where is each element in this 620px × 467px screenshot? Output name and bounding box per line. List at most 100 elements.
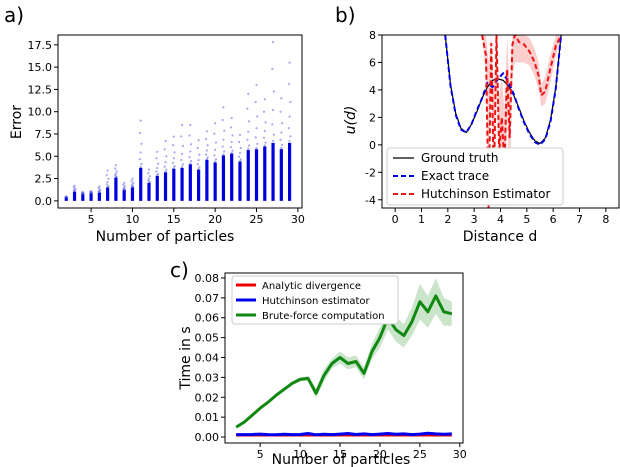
error-outlier-point xyxy=(81,193,84,196)
error-outlier-point xyxy=(271,139,275,142)
error-outlier-point xyxy=(132,181,135,185)
error-outlier-point xyxy=(196,163,199,166)
x-tick-label: 4 xyxy=(497,213,504,226)
panel-b-axes: 0 1 2 3 4 5 6 7 8 -4 -2 0 2 4 6 8 xyxy=(365,29,620,226)
error-outlier-point xyxy=(288,140,291,143)
y-tick-label: 15.0 xyxy=(28,61,53,74)
legend-brute-force-label: Brute-force computation xyxy=(262,311,385,322)
error-outlier-point xyxy=(263,98,266,101)
error-outlier-point xyxy=(73,190,76,193)
panel-b: b) 0 1 2 3 4 5 6 7 8 -4 -2 0 2 4 6 8 Ground truth Exact… xyxy=(335,3,620,245)
error-outlier-point xyxy=(279,110,282,113)
panel-b-legend-box xyxy=(386,147,564,206)
error-outlier-point xyxy=(280,131,283,134)
error-outlier-point xyxy=(289,135,292,138)
y-tick-label: -4 xyxy=(365,194,376,207)
error-outlier-point xyxy=(99,191,102,194)
error-outlier-point xyxy=(122,187,125,190)
error-outlier-point xyxy=(89,190,92,193)
error-outlier-point xyxy=(197,139,200,142)
error-outlier-point xyxy=(263,129,266,133)
x-tick-label: 3 xyxy=(471,213,478,226)
error-outlier-point xyxy=(140,162,143,166)
x-tick-label: 20 xyxy=(373,448,387,461)
error-outlier-point xyxy=(180,158,183,162)
error-outlier-point xyxy=(81,192,84,195)
error-outlier-point xyxy=(81,190,84,194)
error-outlier-point xyxy=(272,90,275,93)
error-outlier-point xyxy=(155,157,158,160)
y-tick-label: 5.0 xyxy=(35,150,53,163)
error-outlier-point xyxy=(65,197,68,200)
error-outlier-point xyxy=(156,162,160,165)
error-outlier-point xyxy=(264,121,267,124)
error-outlier-point xyxy=(64,195,67,198)
error-outlier-point xyxy=(181,163,184,166)
x-tick-label: 1 xyxy=(418,213,425,226)
error-outlier-point xyxy=(156,166,159,170)
y-tick-label: 0.02 xyxy=(195,391,220,404)
error-outlier-point xyxy=(188,134,191,137)
error-outlier-point xyxy=(289,100,292,104)
error-outlier-point xyxy=(138,158,142,161)
error-outlier-point xyxy=(271,123,274,126)
y-tick-label: 0.08 xyxy=(195,272,220,285)
error-outlier-point xyxy=(198,153,201,156)
error-outlier-point xyxy=(213,132,216,135)
error-outlier-point xyxy=(189,123,192,127)
error-outlier-point xyxy=(82,193,85,196)
error-outlier-point xyxy=(247,92,250,95)
panel-b-xlabel: Distance d xyxy=(463,229,538,245)
error-outlier-point xyxy=(164,170,167,173)
y-tick-label: 7.5 xyxy=(35,128,53,141)
panel-c-axes: 5 10 15 20 25 30 0.00 0.01 0.02 0.03 0.04 0.05 0.06 0… xyxy=(195,272,467,461)
x-tick-label: 10 xyxy=(293,448,307,461)
error-outlier-point xyxy=(221,118,224,122)
y-tick-label: 10.0 xyxy=(28,106,53,119)
error-outlier-point xyxy=(263,144,266,147)
hutchinson-estimator-line xyxy=(236,431,452,437)
error-outlier-point xyxy=(105,173,108,177)
y-tick-label: 8 xyxy=(369,29,376,42)
y-tick-label: 6 xyxy=(369,56,376,69)
error-outlier-point xyxy=(280,97,283,100)
error-outlier-point xyxy=(246,107,249,110)
error-outlier-point xyxy=(156,172,160,176)
x-tick-label: 30 xyxy=(453,448,467,461)
panel-c-xlabel: Number of particles xyxy=(272,452,411,467)
error-outlier-point xyxy=(173,151,176,154)
error-outlier-point xyxy=(172,167,175,170)
x-tick-label: 8 xyxy=(602,213,609,226)
error-outlier-point xyxy=(72,189,75,192)
error-outlier-point xyxy=(65,195,68,198)
x-tick-label: 25 xyxy=(250,213,264,226)
error-outlier-point xyxy=(164,161,167,164)
panel-c-label: c) xyxy=(170,258,189,282)
error-outlier-point xyxy=(189,150,192,153)
error-outlier-point xyxy=(80,193,84,196)
error-outlier-point xyxy=(171,144,175,147)
error-outlier-point xyxy=(288,115,291,118)
plot-frame xyxy=(57,34,303,209)
error-outlier-point xyxy=(130,184,133,187)
y-tick-label: 2 xyxy=(369,111,376,124)
error-outlier-point xyxy=(198,166,201,169)
error-outlier-point xyxy=(238,140,241,144)
error-outlier-point xyxy=(105,183,108,186)
error-outlier-point xyxy=(73,184,76,187)
y-tick-label: 17.5 xyxy=(28,39,53,52)
panel-b-label: b) xyxy=(335,3,356,27)
exact-trace-line xyxy=(444,35,563,147)
y-tick-label: -2 xyxy=(365,166,376,179)
error-outlier-point xyxy=(206,156,209,159)
error-outlier-point xyxy=(238,151,242,154)
error-outlier-point xyxy=(190,160,193,163)
y-tick-label: 0.06 xyxy=(195,312,220,325)
error-outlier-point xyxy=(72,186,75,189)
panel-c-legend-box xyxy=(231,275,399,325)
error-outlier-point xyxy=(180,135,183,138)
x-tick-label: 15 xyxy=(167,213,181,226)
error-outlier-point xyxy=(188,155,191,159)
error-outlier-point xyxy=(123,188,126,192)
error-outlier-point xyxy=(148,175,151,178)
